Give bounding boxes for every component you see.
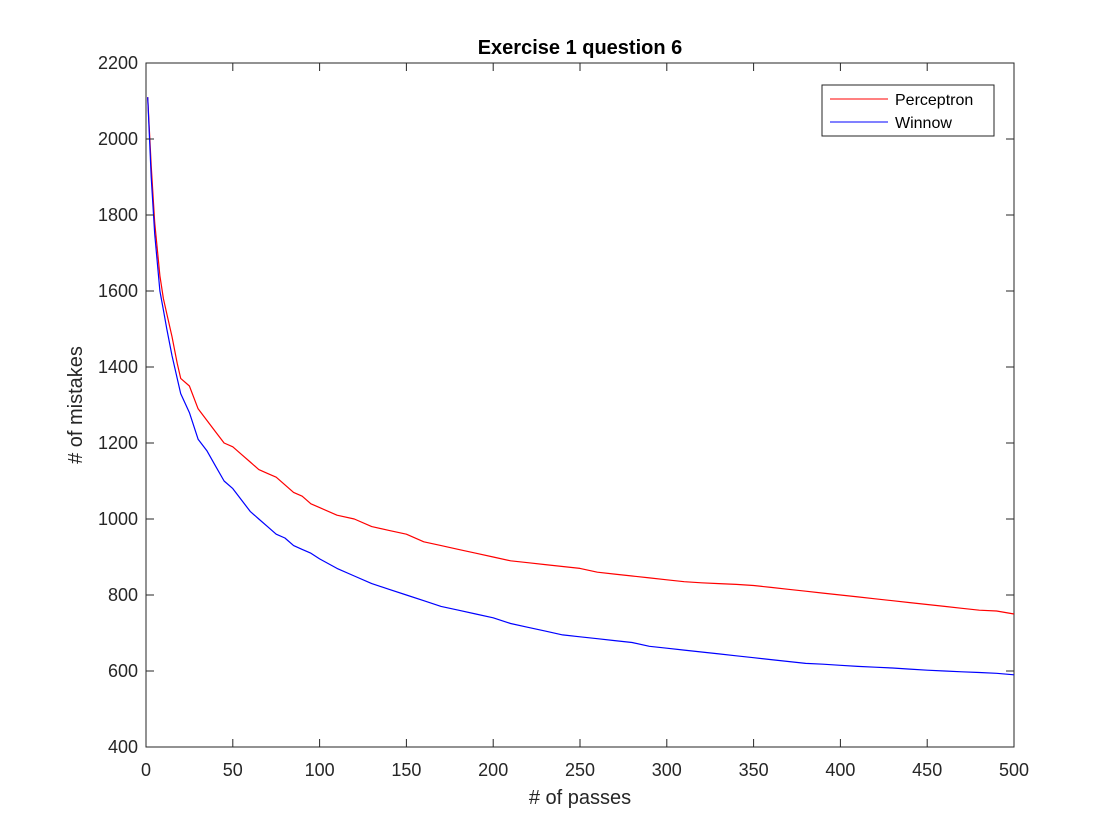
x-tick-label: 500 [999,760,1029,780]
y-axis-label: # of mistakes [65,346,87,464]
x-tick-label: 50 [223,760,243,780]
y-tick-label: 1800 [98,205,138,225]
x-tick-label: 400 [825,760,855,780]
series-layer [147,97,1015,676]
x-axis-label: # of passes [529,787,631,809]
y-tick-label: 800 [108,585,138,605]
x-tick-label: 150 [391,760,421,780]
axes-box [145,62,1015,748]
legend: Perceptron Winnow [821,84,995,137]
x-tick-label: 450 [912,760,942,780]
y-tick-label: 600 [108,661,138,681]
legend-box [821,84,995,137]
y-tick-label: 1400 [98,357,138,377]
y-tick-label: 1600 [98,281,138,301]
x-tick-label: 100 [305,760,335,780]
legend-label-perceptron: Perceptron [895,92,973,109]
legend-label-winnow: Winnow [895,115,952,132]
x-tick-label: 300 [652,760,682,780]
y-tick-label: 1000 [98,509,138,529]
series-line-winnow [147,97,1015,676]
y-tick-label: 2200 [98,53,138,73]
x-tick-label: 350 [739,760,769,780]
y-tick-label: 1200 [98,433,138,453]
y-tick-label: 2000 [98,129,138,149]
x-tick-label: 200 [478,760,508,780]
x-tick-label: 0 [141,760,151,780]
y-tick-label: 400 [108,737,138,757]
series-line-perceptron [147,97,1015,615]
x-tick-label: 250 [565,760,595,780]
ticks-layer: 0 50 100 150 200 250 300 350 400 450 500 400 600 800 1… [98,53,1029,780]
chart-title: Exercise 1 question 6 [478,37,683,59]
plot-area: 0 50 100 150 200 250 300 350 400 450 500 400 600 800 1… [98,53,1029,780]
